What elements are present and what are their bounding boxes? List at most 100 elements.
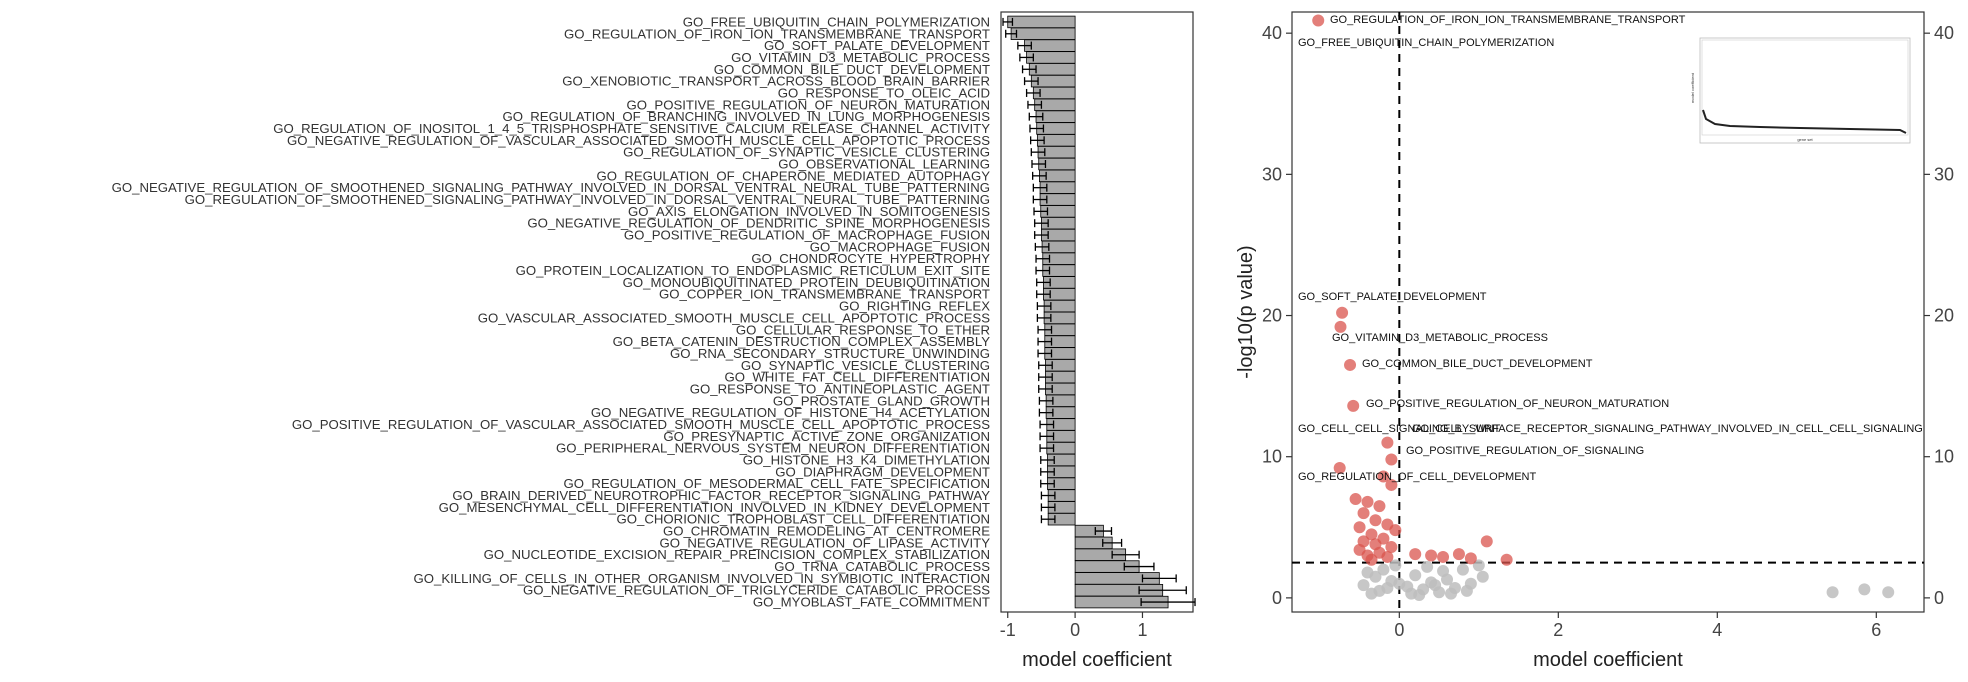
scatter-point-significant xyxy=(1385,541,1398,554)
bar-category-label: GO_COMMON_BILE_DUCT_DEVELOPMENT xyxy=(714,62,990,77)
y-tick-label: 40 xyxy=(1262,23,1282,43)
x-tick-label: -1 xyxy=(1000,620,1016,640)
bar-category-label: GO_PROTEIN_LOCALIZATION_TO_ENDOPLASMIC_R… xyxy=(516,263,991,278)
scatter-point-significant xyxy=(1381,436,1394,449)
scatter-point-significant xyxy=(1336,306,1349,319)
scatter-point-label: GO_REGULATION_OF_CELL_DEVELOPMENT xyxy=(1298,471,1536,483)
bar-category-label: GO_CHORIONIC_TROPHOBLAST_CELL_DIFFERENTI… xyxy=(617,512,990,527)
scatter-point xyxy=(1444,587,1457,600)
x-tick-label: 0 xyxy=(1394,620,1404,640)
scatter-x-axis-label: model coefficient xyxy=(1533,649,1683,671)
bar-x-ticks: -1 0 1 xyxy=(1000,612,1147,640)
bar-category-label: GO_SYNAPTIC_VESICLE_CLUSTERING xyxy=(741,358,990,373)
bar-category-label: GO_CHONDROCYTE_HYPERTROPHY xyxy=(751,251,990,266)
bar-chart-panel: GO_FREE_UBIQUITIN_CHAIN_POLYMERIZATIONGO… xyxy=(112,11,1196,671)
scatter-point xyxy=(1357,579,1370,592)
scatter-point xyxy=(1456,563,1469,576)
bar-category-label: GO_POSITIVE_REGULATION_OF_VASCULAR_ASSOC… xyxy=(292,417,990,432)
scatter-point xyxy=(1472,559,1485,572)
scatter-point-label: GO_CELL_CELL_SIGNALING_BY_WNT xyxy=(1298,423,1501,435)
bar-category-label: GO_REGULATION_OF_CHAPERONE_MEDIATED_AUTO… xyxy=(596,168,990,183)
bar-chart-plot-border xyxy=(1000,11,1194,613)
scatter-point-significant xyxy=(1365,553,1378,566)
bar-category-label: GO_CHROMATIN_REMODELING_AT_CENTROMERE xyxy=(663,524,990,539)
bar-category-label: GO_SOFT_PALATE_DEVELOPMENT xyxy=(764,38,990,53)
scatter-point-significant xyxy=(1381,550,1394,563)
scatter-point xyxy=(1369,570,1382,583)
scatter-point-significant xyxy=(1437,550,1450,563)
bar-category-label: GO_REGULATION_OF_SYNAPTIC_VESICLE_CLUSTE… xyxy=(623,145,990,160)
bar-category-label: GO_CELLULAR_RESPONSE_TO_ETHER xyxy=(736,322,990,337)
bar-category-label: GO_VASCULAR_ASSOCIATED_SMOOTH_MUSCLE_CEL… xyxy=(478,310,990,325)
scatter-points xyxy=(1312,14,1895,602)
bar-category-label: GO_REGULATION_OF_MESODERMAL_CELL_FATE_SP… xyxy=(564,476,991,491)
bar-category-label: GO_REGULATION_OF_INOSITOL_1_4_5_TRISPHOS… xyxy=(273,121,990,136)
scatter-plot-border xyxy=(1291,11,1925,613)
bar-category-label: GO_PROSTATE_GLAND_GROWTH xyxy=(773,393,990,408)
inset-panel xyxy=(1701,39,1909,136)
bar-category-label: GO_NEGATIVE_REGULATION_OF_LIPASE_ACTIVIT… xyxy=(659,535,990,550)
scatter-point xyxy=(1377,563,1390,576)
bar-category-label: GO_NEGATIVE_REGULATION_OF_SMOOTHENED_SIG… xyxy=(112,180,990,195)
bar-category-label: GO_AXIS_ELONGATION_INVOLVED_IN_SOMITOGEN… xyxy=(628,204,990,219)
scatter-point-label: GO_POSITIVE_REGULATION_OF_NEURON_MATURAT… xyxy=(1366,398,1669,410)
scatter-point-significant xyxy=(1452,548,1465,561)
scatter-point-label: GO_VITAMIN_D3_METABOLIC_PROCESS xyxy=(1332,332,1548,344)
y-tick-label-right: 10 xyxy=(1934,447,1954,467)
bar-category-label: GO_PRESYNAPTIC_ACTIVE_ZONE_ORGANIZATION xyxy=(663,429,990,444)
scatter-point xyxy=(1882,586,1895,599)
scatter-point-significant xyxy=(1377,470,1390,483)
inset-x-label: gene set xyxy=(1797,137,1813,142)
bar-category-label: GO_MONOUBIQUITINATED_PROTEIN_DEUBIQUITIN… xyxy=(623,275,990,290)
scatter-point-label: GO_CELL_SURFACE_RECEPTOR_SIGNALING_PATHW… xyxy=(1412,423,1923,435)
bar-x-axis-label: model coefficient xyxy=(1022,649,1172,671)
bar-category-label: GO_RNA_SECONDARY_STRUCTURE_UNWINDING xyxy=(670,346,990,361)
bar-category-label: GO_POSITIVE_REGULATION_OF_NEURON_MATURAT… xyxy=(627,97,990,112)
scatter-point-significant xyxy=(1357,507,1370,520)
bar-category-label: GO_NEGATIVE_REGULATION_OF_VASCULAR_ASSOC… xyxy=(287,133,990,148)
scatter-point-label: GO_FREE_UBIQUITIN_CHAIN_POLYMERIZATION xyxy=(1298,37,1554,49)
scatter-point xyxy=(1365,587,1378,600)
scatter-point-significant xyxy=(1500,553,1513,566)
scatter-point-significant xyxy=(1425,549,1438,562)
scatter-point-label: GO_REGULATION_OF_IRON_ION_TRANSMEMBRANE_… xyxy=(1330,14,1686,26)
scatter-point-significant xyxy=(1361,495,1374,508)
scatter-point-significant xyxy=(1409,548,1422,561)
inset-y-label: model coefficient xyxy=(1690,72,1695,103)
y-tick-label-right: 20 xyxy=(1934,306,1954,326)
scatter-point xyxy=(1429,579,1442,592)
scatter-point xyxy=(1826,586,1839,599)
scatter-point-label: GO_SOFT_PALATE_DEVELOPMENT xyxy=(1298,291,1487,303)
bar-category-label: GO_NEGATIVE_REGULATION_OF_DENDRITIC_SPIN… xyxy=(527,216,990,231)
scatter-point-labels: GO_REGULATION_OF_IRON_ION_TRANSMEMBRANE_… xyxy=(1298,14,1923,483)
y-tick-label-right: 40 xyxy=(1934,23,1954,43)
bar-category-label: GO_KILLING_OF_CELLS_IN_OTHER_ORGANISM_IN… xyxy=(414,571,991,586)
bar-category-label: GO_NUCLEOTIDE_EXCISION_REPAIR_PREINCISIO… xyxy=(484,547,990,562)
bar-category-label: GO_RESPONSE_TO_OLEIC_ACID xyxy=(778,85,990,100)
scatter-point-significant xyxy=(1480,535,1493,548)
bar xyxy=(1007,15,1076,29)
scatter-point-significant xyxy=(1312,14,1325,27)
scatter-point-significant xyxy=(1385,453,1398,466)
x-tick-label: 2 xyxy=(1553,620,1563,640)
scatter-point xyxy=(1858,583,1871,596)
scatter-ticks: 0 2 4 6 0 0 10 10 20 20 30 30 40 40 xyxy=(1262,23,1954,640)
y-tick-label: 30 xyxy=(1262,164,1282,184)
y-tick-label-right: 30 xyxy=(1934,164,1954,184)
y-tick-label-right: 0 xyxy=(1934,588,1944,608)
bar-category-label: GO_NEGATIVE_REGULATION_OF_HISTONE_H4_ACE… xyxy=(591,405,990,420)
bar-category-label: GO_NEGATIVE_REGULATION_OF_TRIGLYCERIDE_C… xyxy=(523,583,990,598)
bar-category-label: GO_REGULATION_OF_BRANCHING_INVOLVED_IN_L… xyxy=(502,109,990,124)
bars xyxy=(1002,15,1196,609)
x-tick-label: 0 xyxy=(1070,620,1080,640)
scatter-point-significant xyxy=(1389,524,1402,537)
bar-category-label: GO_RIGHTING_REFLEX xyxy=(839,299,990,314)
scatter-point-significant xyxy=(1334,320,1347,333)
x-tick-label: 4 xyxy=(1712,620,1722,640)
x-tick-label: 1 xyxy=(1137,620,1147,640)
bar-category-label: GO_RESPONSE_TO_ANTINEOPLASTIC_AGENT xyxy=(690,381,990,396)
scatter-point xyxy=(1437,565,1450,578)
bar-category-label: GO_PERIPHERAL_NERVOUS_SYSTEM_NEURON_DIFF… xyxy=(556,441,990,456)
scatter-y-axis-label: -log10(p value) xyxy=(1235,245,1257,378)
